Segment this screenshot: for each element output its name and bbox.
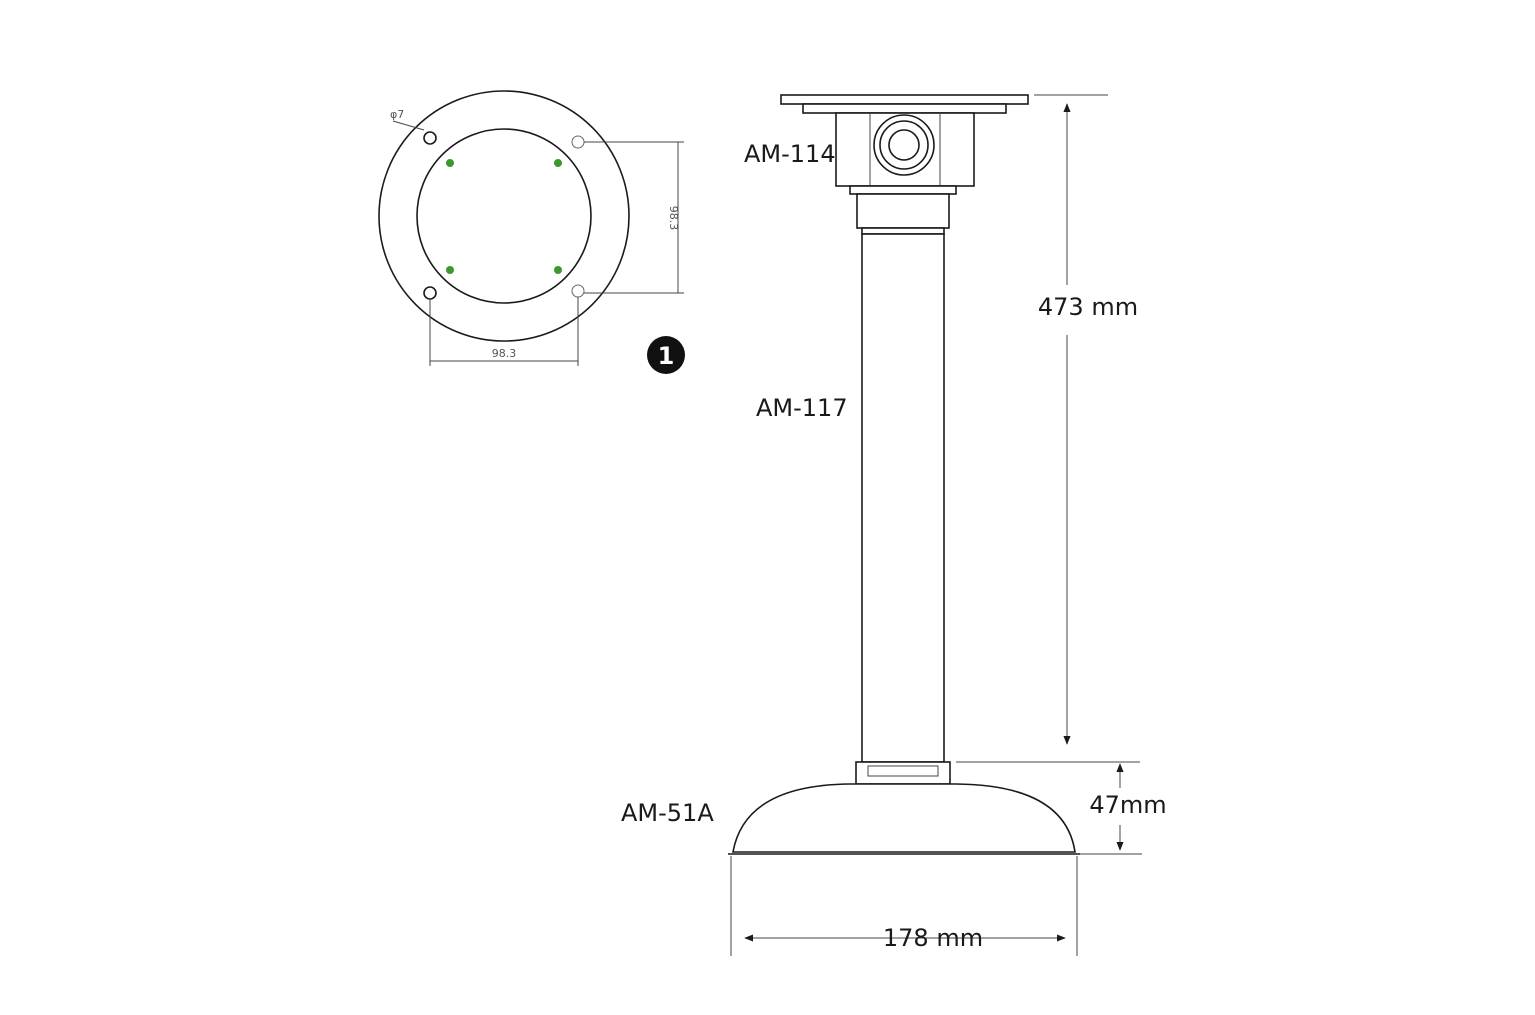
cable-port-inner bbox=[888, 129, 920, 161]
base-width-value: 178 mm bbox=[883, 924, 983, 952]
cable-port-outer bbox=[873, 114, 935, 176]
flange-outer-ring bbox=[378, 90, 630, 342]
mount-hole-top-left bbox=[423, 131, 437, 145]
screw-top-left bbox=[446, 159, 454, 167]
figure-number: 1 bbox=[658, 342, 675, 370]
hole-spacing-vertical: 98.3 bbox=[667, 206, 680, 231]
screw-bottom-right bbox=[554, 266, 562, 274]
mount-hole-bottom-right bbox=[571, 284, 585, 298]
pole-tube bbox=[861, 233, 945, 763]
pole-collar bbox=[855, 761, 951, 785]
mount-hole-top-right bbox=[571, 135, 585, 149]
hole-spacing-horizontal: 98.3 bbox=[492, 347, 517, 360]
cable-port-middle bbox=[879, 120, 929, 170]
height-dimension: 473 mm bbox=[956, 94, 1140, 763]
height-value: 473 mm bbox=[1038, 293, 1138, 321]
hole-diameter-label: φ7 bbox=[390, 108, 404, 121]
screw-top-right bbox=[554, 159, 562, 167]
ceiling-plate bbox=[780, 94, 1029, 105]
flange-inner-ring bbox=[416, 128, 592, 304]
junction-box-bottom bbox=[849, 185, 957, 195]
label-am-114: AM-114 bbox=[744, 140, 836, 168]
screw-bottom-left bbox=[446, 266, 454, 274]
dome-base bbox=[732, 783, 1076, 853]
pole-coupler bbox=[856, 193, 950, 229]
flange-top-view: φ7 98.3 98.3 bbox=[378, 90, 684, 366]
base-height-value: 47mm bbox=[1089, 791, 1166, 819]
mount-hole-bottom-left bbox=[423, 286, 437, 300]
ceiling-plate-lip bbox=[802, 103, 1007, 114]
junction-box bbox=[835, 112, 975, 187]
label-am-117: AM-117 bbox=[756, 394, 848, 422]
figure-number-badge: 1 bbox=[647, 336, 685, 374]
base-width-dimension: 178 mm bbox=[730, 856, 1078, 956]
base-height-dimension: 47mm bbox=[1080, 763, 1167, 855]
hole-callout-leader bbox=[392, 120, 425, 131]
pole-mount-side-view bbox=[728, 94, 1080, 855]
label-am-51a: AM-51A bbox=[621, 799, 714, 827]
